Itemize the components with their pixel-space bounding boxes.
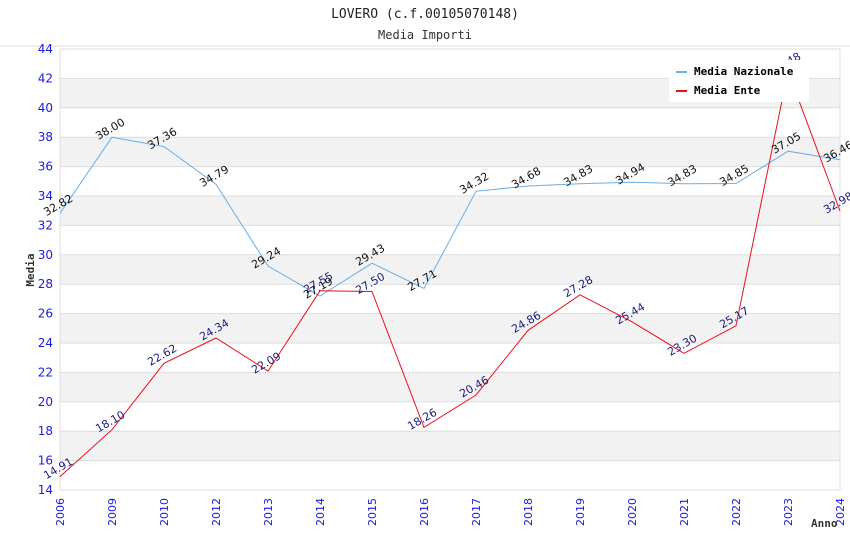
series-line-media-ente <box>59 69 841 477</box>
x-tick-label: 2022 <box>730 498 743 526</box>
y-tick-label: 40 <box>38 101 53 115</box>
x-axis-label: Anno <box>811 517 838 530</box>
x-tick-label: 2006 <box>54 498 67 526</box>
x-tick-label: 2014 <box>314 498 327 526</box>
legend-label-media-nazionale: Media Nazionale <box>694 65 794 78</box>
x-tick-label: 2019 <box>574 498 587 526</box>
grid-band <box>60 137 840 167</box>
x-tick-label: 2015 <box>366 498 379 526</box>
grid-band <box>60 372 840 402</box>
y-tick-label: 14 <box>38 483 53 497</box>
chart-subtitle: Media Importi <box>378 28 472 42</box>
series-lines <box>59 69 841 477</box>
legend-label-media-ente: Media Ente <box>694 84 761 97</box>
legend-box <box>669 60 809 102</box>
data-label-media-ente: 22.62 <box>145 342 179 369</box>
y-tick-label: 24 <box>38 336 53 350</box>
y-tick-label: 44 <box>38 42 53 56</box>
y-axis-ticks: 14 16 18 20 22 24 26 28 30 32 34 36 38 40 42 44 <box>38 42 53 497</box>
x-tick-label: 2023 <box>782 498 795 526</box>
y-tick-label: 20 <box>38 395 53 409</box>
grid-bands <box>60 78 840 461</box>
y-tick-label: 42 <box>38 71 53 85</box>
y-tick-label: 22 <box>38 365 53 379</box>
y-tick-label: 18 <box>38 424 53 438</box>
grid-band <box>60 196 840 226</box>
x-tick-label: 2024 <box>834 498 847 526</box>
y-tick-label: 16 <box>38 454 53 468</box>
chart-title: LOVERO (c.f.00105070148) <box>331 7 519 22</box>
legend: Media Nazionale Media Ente <box>669 60 809 102</box>
x-tick-label: 2010 <box>158 498 171 526</box>
data-label-media-ente: 18.26 <box>405 406 439 433</box>
x-axis-ticks: 2006 2009 2010 2012 2013 2014 2015 2016 2017 2018… <box>54 498 847 526</box>
y-axis-label: Media <box>24 253 37 286</box>
data-label-media-nazionale: 34.68 <box>509 164 543 191</box>
y-tick-label: 28 <box>38 277 53 291</box>
y-tick-label: 26 <box>38 307 53 321</box>
series-line-media-nazionale <box>59 136 841 297</box>
y-tick-label: 30 <box>38 248 53 262</box>
y-tick-label: 32 <box>38 218 53 232</box>
x-tick-label: 2013 <box>262 498 275 526</box>
x-tick-label: 2020 <box>626 498 639 526</box>
data-label-media-nazionale: 34.32 <box>457 170 491 197</box>
x-tick-label: 2018 <box>522 498 535 526</box>
x-tick-label: 2017 <box>470 498 483 526</box>
y-tick-label: 36 <box>38 160 53 174</box>
y-tick-label: 34 <box>38 189 53 203</box>
x-tick-label: 2009 <box>106 498 119 526</box>
x-tick-label: 2016 <box>418 498 431 526</box>
grid-band <box>60 254 840 285</box>
x-tick-label: 2021 <box>678 498 691 526</box>
gridlines <box>59 48 841 491</box>
grid-band <box>60 431 840 461</box>
x-tick-label: 2012 <box>210 498 223 526</box>
grid-band <box>60 313 840 343</box>
y-tick-label: 38 <box>38 130 53 144</box>
